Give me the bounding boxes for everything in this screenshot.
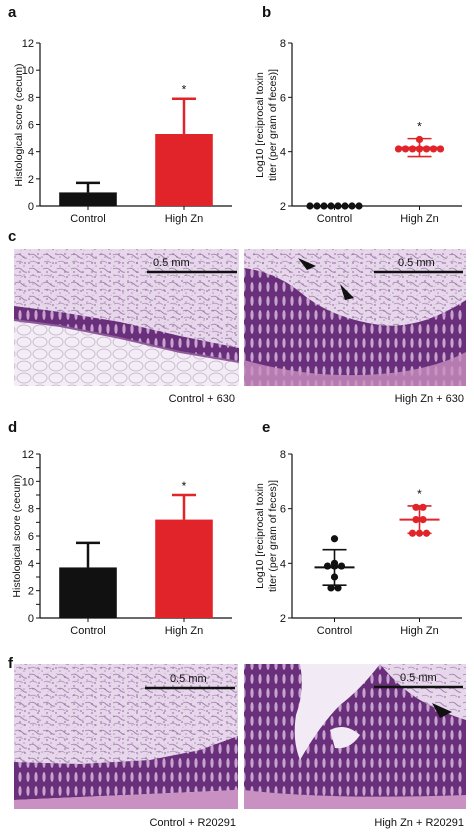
panel-label-e: e <box>262 419 270 436</box>
chart-b-ytick-label: 2 <box>280 201 286 213</box>
chart-a-bar <box>155 134 213 206</box>
chart-a: Histological score (cecum) 0 2 4 6 8 10 12 Cont… <box>13 38 232 225</box>
chart-d-ytick-label: 6 <box>28 531 34 543</box>
chart-a-ytick-label: 0 <box>28 201 34 213</box>
chart-d-ytick-label: 2 <box>28 586 34 598</box>
chart-b-xtick-label: Control <box>317 213 352 225</box>
chart-e-point <box>337 562 346 570</box>
chart-a-ytick-label: 8 <box>28 92 34 104</box>
micrograph-f-left: 0.5 mm <box>14 664 238 809</box>
scale-bar-label-c-right: 0.5 mm <box>398 257 435 269</box>
chart-e-ylabel-line1: Log10 [reciprocal toxin <box>254 483 266 589</box>
chart-b-significance: * <box>417 120 422 134</box>
chart-d-bar <box>59 567 117 618</box>
chart-d-xtick-label: Control <box>70 625 105 637</box>
chart-e-ytick-label: 8 <box>280 449 286 461</box>
chart-d-ytick-label: 10 <box>22 476 34 488</box>
chart-b-point <box>408 145 417 153</box>
chart-d-ylabel: Histological score (cecum) <box>11 474 23 597</box>
panel-label-f: f <box>8 655 14 672</box>
chart-a-bar <box>59 192 117 206</box>
micrograph-c-left: 0.5 mm <box>13 249 240 386</box>
caption-f-left: Control + R20291 <box>149 817 236 829</box>
chart-b-ytick-label: 4 <box>280 147 286 159</box>
chart-e-point <box>330 535 339 543</box>
chart-b-point <box>422 145 431 153</box>
chart-d-ytick-label: 4 <box>28 558 34 570</box>
micrograph-c-right: 0.5 mm <box>244 249 466 386</box>
chart-e-point <box>412 503 420 511</box>
chart-e-ytick-label: 2 <box>280 613 286 625</box>
panel-label-a: a <box>8 4 17 21</box>
chart-b-ylabel-line2: titer (per gram of feces)] <box>267 69 279 181</box>
chart-e-xtick-label: High Zn <box>400 625 439 637</box>
chart-a-ytick-label: 2 <box>28 174 34 186</box>
chart-a-ytick-label: 6 <box>28 120 34 132</box>
chart-e-point <box>327 584 335 592</box>
scale-bar-label-f-left: 0.5 mm <box>170 673 207 685</box>
chart-e: Log10 [reciprocal toxin titer (per gram … <box>254 449 462 637</box>
chart-a-xtick-label: High Zn <box>165 213 204 225</box>
chart-d-ytick-label: 8 <box>28 504 34 516</box>
chart-d-plot: 0 2 4 6 8 10 12 Control High Zn * <box>22 449 232 637</box>
chart-a-xtick-label: Control <box>70 213 105 225</box>
chart-a-ytick-label: 10 <box>22 65 34 77</box>
arrowhead-icon <box>432 703 452 718</box>
chart-b-point <box>306 202 314 210</box>
chart-b-ytick-label: 8 <box>280 38 286 50</box>
chart-b-point <box>401 145 410 153</box>
caption-f-right: High Zn + R20291 <box>374 817 464 829</box>
chart-e-point <box>323 562 332 570</box>
panel-label-c: c <box>8 228 16 245</box>
chart-e-point <box>419 503 427 511</box>
chart-a-plot: 0 2 4 6 8 10 12 Control High Zn * <box>22 38 232 225</box>
arrowhead-icon <box>340 284 354 300</box>
chart-a-ytick-label: 4 <box>28 147 34 159</box>
chart-e-xtick-label: Control <box>317 625 352 637</box>
chart-d-bar <box>155 519 213 618</box>
chart-b-point <box>355 202 363 210</box>
caption-c-right: High Zn + 630 <box>395 393 464 405</box>
scale-bar-label-f-right: 0.5 mm <box>400 672 437 684</box>
chart-e-ytick-label: 4 <box>280 558 286 570</box>
chart-b-ytick-label: 6 <box>280 92 286 104</box>
chart-d: Histological score (cecum) 0 2 4 6 8 10 12 Cont… <box>11 449 232 637</box>
arrowhead-icon <box>298 258 316 270</box>
chart-e-ytick-label: 6 <box>280 504 286 516</box>
chart-e-plot: 2 4 6 8 Control High Zn * <box>280 449 462 637</box>
chart-a-significance: * <box>182 83 187 97</box>
chart-e-ylabel-line2: titer (per gram of feces)] <box>267 480 279 592</box>
scale-bar-label-c-left: 0.5 mm <box>153 257 190 269</box>
chart-b-xtick-label: High Zn <box>400 213 439 225</box>
chart-a-ytick-label: 12 <box>22 38 34 50</box>
micrograph-f-right: 0.5 mm <box>244 664 466 809</box>
chart-d-significance: * <box>182 479 187 493</box>
chart-d-ytick-label: 12 <box>22 449 34 461</box>
chart-b-plot: 2 4 6 8 Control High Zn * <box>280 38 462 225</box>
chart-b-ylabel-line1: Log10 [reciprocal toxin <box>254 72 266 178</box>
caption-c-left: Control + 630 <box>169 393 235 405</box>
chart-b: Log10 [reciprocal toxin titer (per gram … <box>254 38 462 225</box>
chart-a-ylabel: Histological score (cecum) <box>13 63 25 186</box>
chart-b-point <box>429 145 438 153</box>
panel-label-b: b <box>262 4 271 21</box>
chart-b-point <box>436 145 445 153</box>
chart-d-xtick-label: High Zn <box>165 625 204 637</box>
chart-e-point <box>334 584 342 592</box>
chart-b-point <box>394 145 403 153</box>
panel-label-d: d <box>8 419 17 436</box>
chart-e-significance: * <box>417 487 422 501</box>
chart-d-ytick-label: 0 <box>28 613 34 625</box>
